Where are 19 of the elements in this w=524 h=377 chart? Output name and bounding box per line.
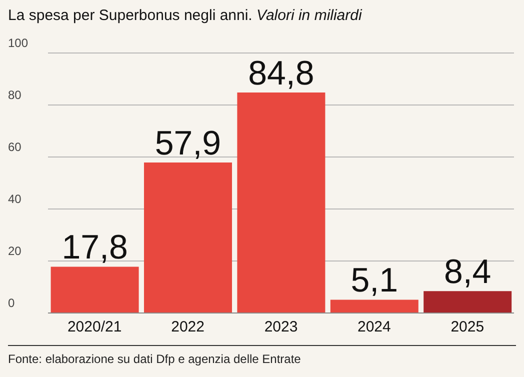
- x-tick-label: 2025: [450, 318, 484, 336]
- y-tick-label: 40: [8, 192, 22, 206]
- source-note: Fonte: elaborazione su dati Dfp e agenzia delle Entrate: [8, 352, 301, 366]
- y-tick-label: 100: [8, 36, 28, 50]
- data-label: 5,1: [350, 262, 398, 300]
- x-tick-label: 2024: [358, 318, 391, 336]
- chart-title: La spesa per Superbonus negli anni.: [8, 7, 252, 24]
- data-label: 8,4: [444, 253, 492, 292]
- y-tick-label: 80: [8, 88, 22, 102]
- x-tick-label: 2020/21: [67, 318, 122, 336]
- x-tick-label: 2022: [171, 318, 204, 336]
- chart-subtitle: Valori in miliardi: [256, 7, 362, 24]
- y-tick-label: 60: [8, 140, 22, 154]
- y-tick-label: 0: [8, 296, 15, 310]
- data-label: 84,8: [248, 54, 314, 93]
- data-label: 17,8: [62, 228, 128, 267]
- x-tick-label: 2023: [264, 318, 298, 336]
- data-label: 57,9: [154, 124, 222, 162]
- y-tick-label: 20: [8, 244, 22, 258]
